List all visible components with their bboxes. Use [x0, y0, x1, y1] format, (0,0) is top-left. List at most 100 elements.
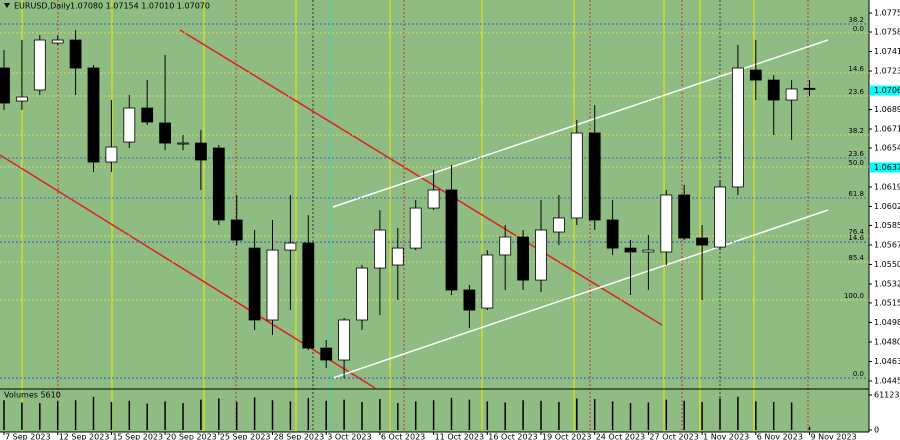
candle-body — [338, 319, 351, 361]
price-highlight — [870, 85, 900, 96]
y-tick-label: 1.06195 — [874, 182, 900, 191]
candle-body — [391, 247, 404, 266]
candle-body — [445, 189, 458, 291]
candle-body — [51, 39, 64, 44]
volume-tick-label: 61123 — [874, 390, 899, 399]
price-highlight-label: 1.07060 — [874, 86, 900, 95]
title-arrow — [4, 3, 10, 8]
candle-body — [356, 267, 368, 321]
candle-body — [427, 189, 440, 209]
price-highlight-label: 1.06370 — [874, 163, 900, 172]
candle-body — [767, 79, 780, 101]
y-tick-label: 1.06715 — [874, 124, 900, 133]
x-tick-label: 6 Oct 2023 — [381, 433, 425, 440]
level-label: 85.4 — [848, 254, 864, 262]
candle-body — [212, 147, 225, 221]
candle-body — [373, 229, 386, 269]
y-tick-label: 1.05850 — [874, 221, 900, 230]
candle-body — [284, 242, 297, 251]
candle-body — [409, 207, 422, 249]
candle-body — [714, 186, 726, 248]
candle-body — [0, 67, 10, 104]
level-label: 50.0 — [848, 159, 864, 167]
x-tick-label: 25 Sep 2023 — [220, 433, 271, 440]
candle-body — [266, 249, 279, 321]
level-label: 76.4 — [848, 228, 864, 236]
candle-body — [606, 219, 619, 249]
y-tick-label: 1.05500 — [874, 260, 900, 269]
candle-body — [87, 67, 100, 163]
y-tick-label: 1.07410 — [874, 47, 900, 56]
x-tick-label: 27 Oct 2023 — [649, 433, 698, 440]
y-tick-label: 1.07235 — [874, 67, 900, 76]
candle-body — [463, 289, 476, 311]
y-tick-label: 1.05155 — [874, 298, 900, 307]
y-tick-label: 1.04980 — [874, 318, 900, 327]
candle-body — [749, 69, 762, 81]
level-label: 0.0 — [853, 370, 864, 378]
volume-tick-label: 0 — [874, 426, 879, 435]
candle-body — [803, 87, 816, 90]
chart-title: EURUSD,Daily — [14, 2, 71, 11]
candle-body — [105, 146, 118, 163]
candle-body — [732, 67, 744, 188]
y-tick-label: 1.06020 — [874, 202, 900, 211]
candle-body — [535, 229, 547, 281]
x-tick-label: 20 Sep 2023 — [166, 433, 217, 440]
candle-body — [481, 254, 494, 309]
candle-body — [194, 142, 207, 161]
candle-body — [123, 107, 136, 143]
y-tick-label: 1.05325 — [874, 279, 900, 288]
x-tick-label: 28 Sep 2023 — [274, 433, 325, 440]
candle-body — [33, 39, 46, 91]
candle-body — [320, 347, 333, 361]
y-tick-label: 1.04630 — [874, 357, 900, 366]
level-label: 38.2 — [848, 127, 864, 135]
level-label: 100.0 — [844, 292, 864, 300]
y-tick-label: 1.05675 — [874, 240, 900, 249]
candle-body — [678, 194, 691, 239]
candle-body — [696, 237, 708, 246]
candle-body — [553, 217, 565, 233]
price-highlight — [870, 162, 900, 173]
x-tick-label: 7 Sep 2023 — [5, 433, 51, 440]
candle-body — [642, 249, 655, 253]
x-tick-label: 19 Oct 2023 — [542, 433, 591, 440]
candle-body — [302, 242, 315, 349]
y-tick-label: 1.06890 — [874, 105, 900, 114]
plot-background — [0, 0, 869, 432]
candle-body — [15, 96, 28, 102]
x-tick-label: 16 Oct 2023 — [488, 433, 537, 440]
level-label: 23.6 — [848, 88, 864, 96]
x-tick-label: 15 Sep 2023 — [112, 433, 163, 440]
x-tick-label: 24 Oct 2023 — [596, 433, 645, 440]
candle-body — [69, 39, 82, 69]
level-label: 14.6 — [848, 65, 864, 73]
trend-line — [0, 154, 376, 389]
x-tick-label: 3 Oct 2023 — [327, 433, 371, 440]
level-label: 0.0 — [853, 25, 864, 33]
candle-body — [177, 142, 189, 145]
x-tick-label: 11 Oct 2023 — [435, 433, 484, 440]
y-tick-label: 1.06545 — [874, 143, 900, 152]
x-tick-label: 1 Nov 2023 — [703, 433, 749, 440]
level-label: 23.6 — [848, 150, 864, 158]
candle-body — [660, 194, 673, 253]
y-tick-label: 1.07755 — [874, 9, 900, 18]
candle-body — [159, 122, 172, 144]
candle-body — [248, 247, 261, 321]
candle-body — [624, 247, 637, 253]
channel-line — [332, 209, 829, 379]
x-tick-label: 9 Nov 2023 — [811, 433, 857, 440]
candle-body — [785, 88, 798, 101]
candle-body — [588, 132, 601, 221]
level-label: 61.8 — [848, 190, 864, 198]
candle-body — [141, 107, 154, 123]
candle-body — [499, 236, 512, 256]
level-label: 14.6 — [848, 234, 864, 242]
y-tick-label: 1.04455 — [874, 376, 900, 385]
candle-body — [517, 236, 529, 281]
y-tick-label: 1.04805 — [874, 337, 900, 346]
